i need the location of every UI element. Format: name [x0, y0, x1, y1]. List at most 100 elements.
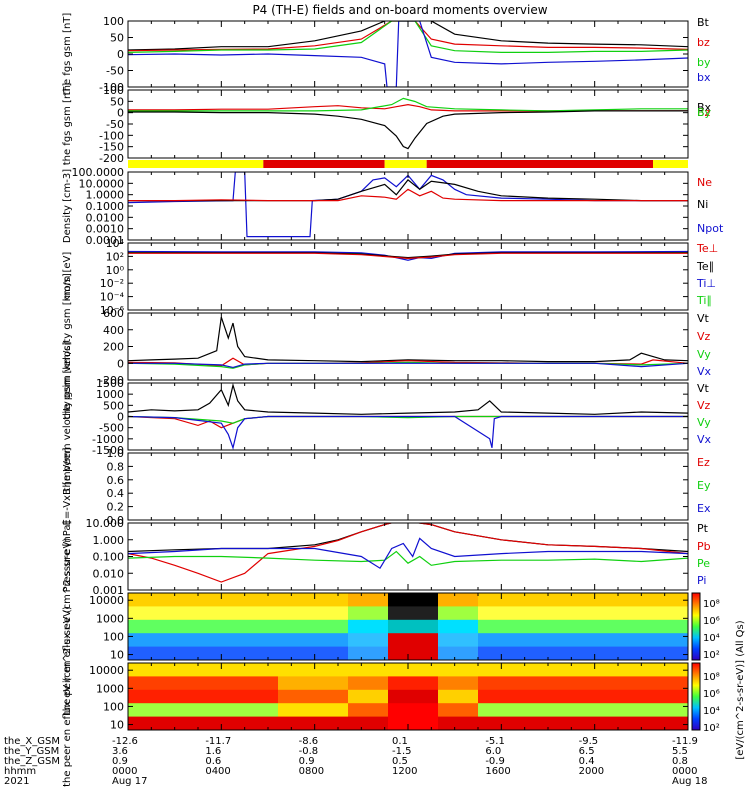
y-tick-label: 0.2	[107, 501, 125, 514]
spectrogram-2	[128, 663, 688, 730]
series-line-Npot	[128, 172, 688, 238]
spectrogram-cell	[488, 619, 499, 634]
spectrogram-cell	[628, 663, 639, 677]
spectrogram-cell	[478, 619, 489, 634]
spectrogram-cell	[648, 663, 659, 677]
spectrogram-cell	[558, 689, 569, 704]
spectrogram-cell	[578, 646, 589, 660]
spectrogram-cell	[178, 689, 189, 704]
spectrogram-cell	[468, 606, 479, 621]
spectrogram-cell	[148, 689, 159, 704]
y-tick-label: 100	[103, 630, 124, 643]
y-tick-label: 0.0100	[86, 211, 125, 224]
spectrogram-cell	[148, 633, 159, 648]
spectrogram-cell	[618, 663, 629, 677]
spectrogram-cell	[678, 606, 688, 621]
time-axis-value: -0.8	[299, 746, 319, 757]
spectrogram-cell	[268, 606, 279, 621]
spectrogram-cell	[578, 606, 589, 621]
spectrogram-cell	[208, 619, 219, 634]
y-axis-label: the fgs gsm [nT]	[62, 83, 73, 166]
spectrogram-cell	[148, 646, 159, 660]
legend-entry: Te⊥	[696, 242, 718, 255]
spectrogram-cell	[358, 646, 369, 660]
spectrogram-cell	[168, 703, 179, 718]
spectrogram-cell	[458, 663, 469, 677]
spectrogram-cell	[628, 606, 639, 621]
y-tick-label: 50	[110, 32, 124, 45]
spectrogram-cell	[198, 663, 209, 677]
spectrogram-cell	[488, 689, 499, 704]
spectrogram-cell	[308, 703, 319, 718]
spectrogram-cell	[408, 606, 419, 621]
spectrogram-cell	[518, 619, 529, 634]
spectrogram-cell	[328, 716, 339, 730]
spectrogram-cell	[658, 606, 669, 621]
spectrogram-cell	[288, 689, 299, 704]
spectrogram-cell	[568, 716, 579, 730]
spectrogram-cell	[248, 676, 259, 691]
spectrogram-cell	[608, 606, 619, 621]
spectrogram-cell	[518, 646, 529, 660]
spectrogram-cell	[328, 593, 339, 607]
spectrogram-cell	[258, 676, 269, 691]
spectrogram-cell	[608, 619, 619, 634]
spectrogram-cell	[578, 633, 589, 648]
time-axis-value: 0000	[112, 766, 137, 777]
spectrogram-cell	[178, 593, 189, 607]
spectrogram-cell	[518, 593, 529, 607]
spectrogram-cell	[418, 676, 429, 691]
spectrogram-cell	[568, 593, 579, 607]
series-line-bz	[128, 21, 688, 52]
spectrogram-cell	[608, 703, 619, 718]
y-tick-label: -200	[99, 152, 124, 165]
legend-entry: Bx	[697, 101, 712, 114]
spectrogram-cell	[448, 593, 459, 607]
spectrogram-cell	[678, 716, 688, 730]
spectrogram-cell	[298, 703, 309, 718]
spectrogram-cell	[498, 676, 509, 691]
spectrogram-cell	[138, 646, 149, 660]
spectrogram-cell	[478, 716, 489, 730]
time-axis-value: 3.6	[112, 746, 128, 757]
spectrogram-cell	[478, 606, 489, 621]
legend-entry: bx	[697, 71, 711, 84]
legend-entry: Vt	[697, 312, 710, 325]
spectrogram-cell	[678, 676, 688, 691]
time-axis-value: 1200	[392, 766, 417, 777]
spectrogram-cell	[418, 703, 429, 718]
spectrogram-cell	[378, 606, 389, 621]
spectrogram-cell	[508, 676, 519, 691]
spectrogram-cell	[208, 606, 219, 621]
spectrogram-cell	[368, 619, 379, 634]
spectrogram-cell	[218, 646, 229, 660]
spectrogram-cell	[358, 606, 369, 621]
spectrogram-cell	[418, 716, 429, 730]
spectrogram-cell	[518, 689, 529, 704]
spectrogram-cell	[158, 663, 169, 677]
spectrogram-cell	[158, 633, 169, 648]
colorbar-tick-label: 10²	[703, 723, 720, 734]
spectrogram-cell	[278, 619, 289, 634]
spectrogram-cell	[398, 703, 409, 718]
spectrogram-cell	[318, 633, 329, 648]
spectrogram-cell	[218, 606, 229, 621]
spectrogram-cell	[338, 703, 349, 718]
spectrogram-cell	[538, 716, 549, 730]
spectrogram-cell	[678, 633, 688, 648]
spectrogram-cell	[448, 606, 459, 621]
colorbar-tick-label: 10⁸	[703, 599, 720, 610]
legend-entry: Vy	[697, 348, 711, 361]
spectrogram-cell	[548, 663, 559, 677]
spectrogram-cell	[548, 606, 559, 621]
spectrogram-cell	[148, 593, 159, 607]
spectrogram-cell	[568, 689, 579, 704]
spectrogram-cell	[218, 716, 229, 730]
spectrogram-cell	[638, 676, 649, 691]
series-line-bx	[128, 21, 688, 87]
spectrogram-cell	[548, 619, 559, 634]
spectrogram-cell	[658, 703, 669, 718]
spectrogram-cell	[198, 676, 209, 691]
spectrogram-cell	[568, 606, 579, 621]
